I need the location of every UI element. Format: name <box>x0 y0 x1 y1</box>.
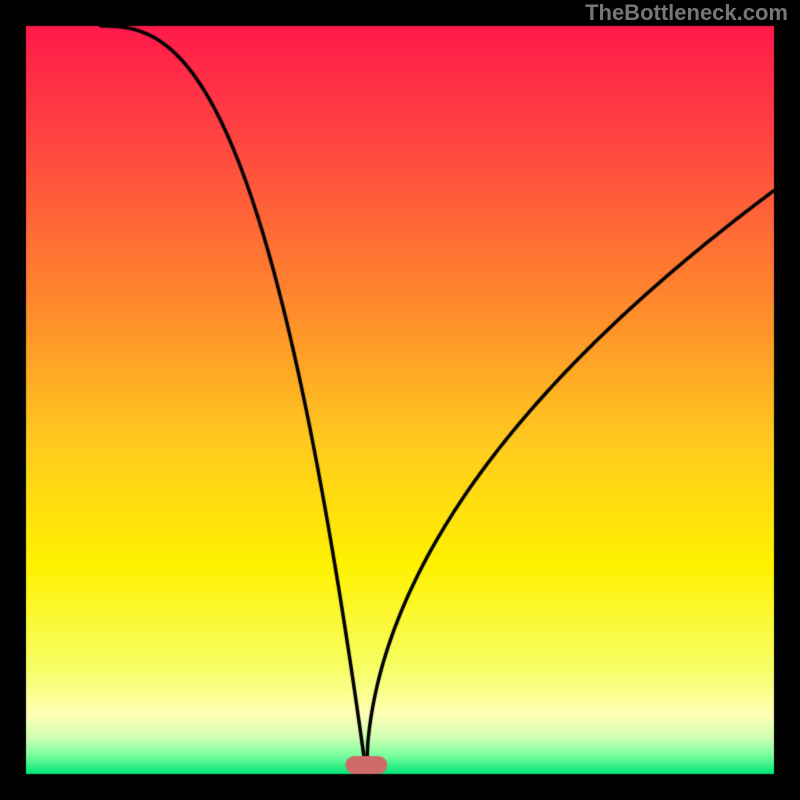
watermark-text: TheBottleneck.com <box>585 0 788 26</box>
chart-container: TheBottleneck.com <box>0 0 800 800</box>
bottleneck-chart-canvas <box>0 0 800 800</box>
